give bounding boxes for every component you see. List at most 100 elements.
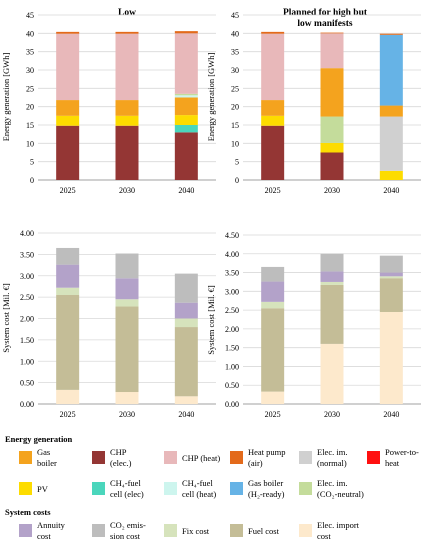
bar-segment-pv [320, 142, 344, 153]
legend-label: CH₄-fuel cell (elec) [110, 478, 144, 499]
legend-label: Annuity cost [37, 520, 66, 541]
legend-label: Fix cost [182, 526, 210, 536]
x-tick-label: 2030 [324, 186, 340, 195]
bar-segment-gas-boiler [115, 100, 139, 116]
bar-segment-co2-emission-cost [261, 266, 285, 282]
bar-segment-chp-heat [115, 33, 139, 101]
bar-segment-chp-elec [261, 125, 285, 180]
legend-swatch [164, 451, 177, 464]
bar-segment-chp-elec [320, 152, 344, 180]
legend-swatch [164, 482, 177, 495]
bar-segment-ch4-fuel-cell-elec [174, 125, 198, 133]
bar-segment-heat-pump-air [320, 32, 344, 34]
bar-segment-ch4-fuel-cell-heat [174, 95, 198, 98]
y-axis-label: Energy generation [GWh] [206, 53, 216, 142]
bar-segment-chp-heat [320, 33, 344, 69]
bar-segment-fix-cost [261, 301, 285, 309]
bar-segment-elec-im-normal [379, 116, 403, 171]
legend-item-power-to-heat: Power-to-heat [367, 447, 419, 468]
y-tick-label: 0 [235, 176, 239, 185]
bar-segment-fuel-cost [174, 327, 198, 397]
y-tick-label: 10 [26, 139, 34, 148]
legend-label: Fuel cost [248, 526, 280, 536]
bar-segment-heat-pump-air [379, 33, 403, 35]
y-tick-label: 2.50 [225, 306, 239, 315]
y-tick-label: 2.50 [20, 293, 34, 302]
legend-swatch [299, 524, 312, 537]
bar-segment-fix-cost [379, 276, 403, 279]
y-tick-label: 3.00 [20, 272, 34, 281]
bar-segment-gas-boiler [261, 100, 285, 116]
bar-segment-annuity-cost [320, 271, 344, 282]
y-tick-label: 15 [231, 121, 239, 130]
y-tick-label: 4.00 [225, 250, 239, 259]
legend-swatch [299, 451, 312, 464]
legend-swatch [19, 524, 32, 537]
bar-segment-co2-emission-cost [56, 247, 80, 265]
legend-swatch [230, 482, 243, 495]
y-tick-label: 5 [235, 158, 239, 167]
bar-segment-co2-emission-cost [320, 253, 344, 272]
y-tick-label: 0.50 [225, 381, 239, 390]
legend: Energy generation System costs Gas boiler… [5, 434, 419, 541]
bar-segment-annuity-cost [379, 272, 403, 277]
y-tick-label: 15 [26, 121, 34, 130]
bar-segment-chp-elec [174, 132, 198, 180]
legend-item-fix-cost: Fix cost [164, 524, 210, 537]
legend-swatch [230, 524, 243, 537]
bar-segment-heat-pump-air [115, 31, 139, 34]
bar-segment-fix-cost [115, 299, 139, 307]
bar-segment-fix-cost [56, 287, 80, 295]
bar-segment-co2-emission-cost [379, 255, 403, 273]
bar-segment-pv [174, 115, 198, 125]
bar-segment-elec-import-cost [56, 389, 80, 404]
bar-segment-annuity-cost [115, 278, 139, 300]
bar-segment-chp-heat [174, 33, 198, 94]
bar-segment-heat-pump-air [56, 31, 80, 34]
y-tick-label: 20 [26, 103, 34, 112]
legend-label: Elec. import cost [317, 520, 360, 541]
x-tick-label: 2030 [119, 410, 135, 419]
x-tick-label: 2025 [60, 410, 76, 419]
legend-item-ch4-fuel-cell-elec: CH₄-fuel cell (elec) [92, 478, 144, 499]
legend-swatch [367, 451, 380, 464]
legend-label: Heat pump (air) [248, 447, 286, 468]
chart-title-planned: Planned for high but low manifests [283, 8, 368, 29]
x-tick-label: 2025 [60, 186, 76, 195]
legend-item-fuel-cost: Fuel cost [230, 524, 280, 537]
legend-swatch [92, 451, 105, 464]
chart-4: 0.00 0.50 1.00 1.50 2.00 2.50 3.00 3.50 4.00 4.50… [206, 231, 421, 419]
bar-segment-annuity-cost [56, 264, 80, 288]
bar-segment-chp-heat [261, 33, 285, 101]
y-tick-label: 20 [231, 103, 239, 112]
y-tick-label: 3.00 [225, 287, 239, 296]
x-tick-label: 2040 [178, 186, 194, 195]
y-tick-label: 1.00 [20, 357, 34, 366]
bar-segment-gas-boiler [379, 105, 403, 117]
y-tick-label: 4.50 [225, 231, 239, 240]
legend-item-co2-emission-cost: CO₂ emis-sion cost [92, 520, 146, 541]
legend-swatch [19, 482, 32, 495]
x-tick-label: 2030 [324, 410, 340, 419]
y-tick-label: 0.00 [225, 400, 239, 409]
y-tick-label: 45 [231, 11, 239, 20]
legend-label: PV [37, 484, 49, 494]
legend-item-chp-heat: CHP (heat) [164, 451, 220, 464]
bar-segment-elec-im-co2-neutral [174, 93, 198, 96]
y-tick-label: 35 [231, 48, 239, 57]
bar-segment-chp-elec [115, 125, 139, 180]
chart-title-low: Low [118, 8, 136, 18]
y-tick-label: 1.50 [225, 344, 239, 353]
legend-label: CO₂ emis-sion cost [110, 520, 146, 541]
bar-segment-elec-import-cost [261, 391, 285, 404]
legend-label: CHP (elec.) [110, 447, 132, 468]
chart-3: 0.00 0.50 1.00 1.50 2.00 2.50 3.00 3.50 4.00 Syst… [1, 229, 216, 419]
bar-segment-co2-emission-cost [115, 253, 139, 279]
x-tick-label: 2025 [265, 410, 281, 419]
x-tick-label: 2025 [265, 186, 281, 195]
bar-segment-pv [379, 170, 403, 180]
legend-item-chp-elec: CHP (elec.) [92, 447, 132, 468]
